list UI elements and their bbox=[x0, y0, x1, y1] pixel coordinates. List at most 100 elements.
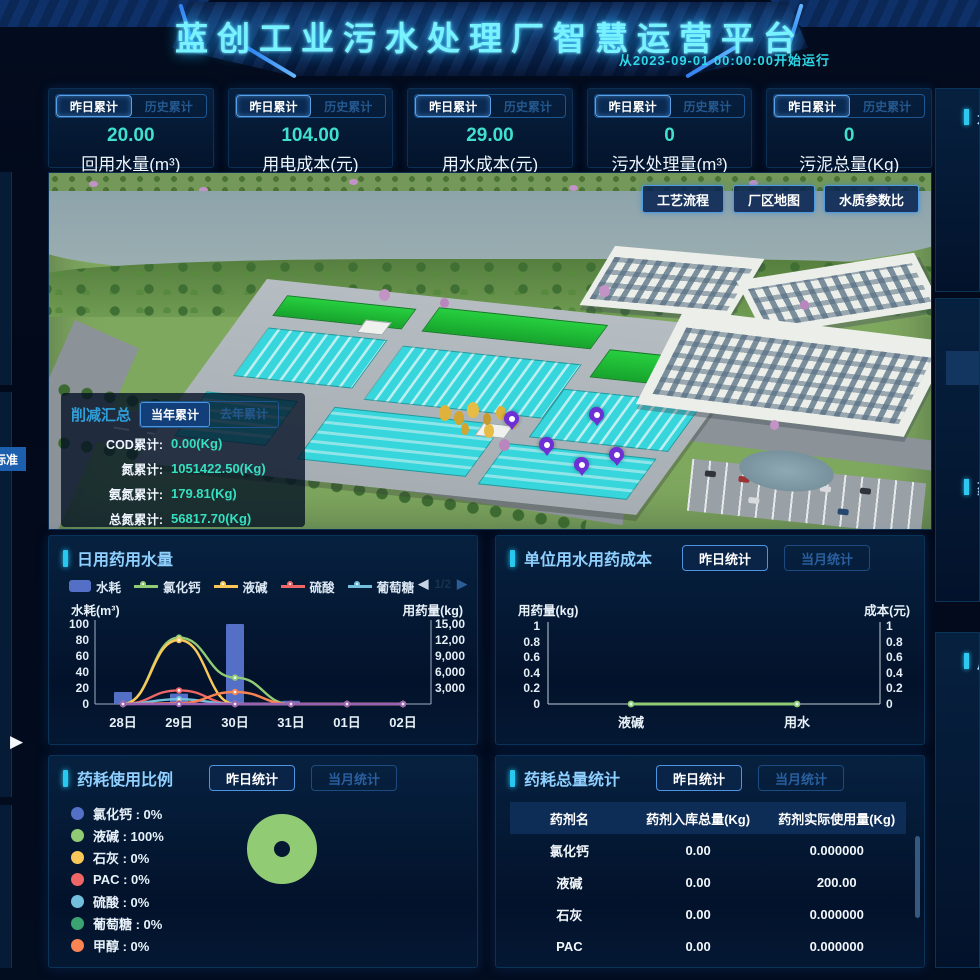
header-corner-right bbox=[770, 0, 980, 27]
map-pin[interactable] bbox=[574, 457, 589, 472]
pie-legend-item[interactable]: 氯化钙 : 0% bbox=[71, 802, 164, 824]
stat-card-tabbar: 昨日累计 历史累计 bbox=[55, 94, 207, 118]
water-quality-compare-button[interactable]: 水质参数比 bbox=[823, 185, 919, 213]
stat-label: 回用水量(m³) bbox=[81, 155, 181, 174]
legend-pagination: ◀ 1/2 ▶ bbox=[418, 576, 467, 592]
yesterday-stats-button[interactable]: 昨日统计 bbox=[682, 545, 769, 571]
clipped-panel-title: 用 bbox=[977, 652, 979, 673]
axis-tick: 0.2 bbox=[523, 681, 540, 696]
tab-yesterday-total[interactable]: 昨日累计 bbox=[594, 95, 671, 117]
tab-history-total[interactable]: 历史累计 bbox=[324, 99, 373, 114]
tab-yesterday-total[interactable]: 昨日累计 bbox=[56, 95, 132, 117]
scene-tank bbox=[477, 443, 657, 500]
nitrogen-total-label: 氮累计: bbox=[121, 463, 163, 477]
legend-dot bbox=[71, 872, 84, 886]
tab-yesterday-total[interactable]: 昨日累计 bbox=[235, 95, 312, 117]
axis-tick: 0.8 bbox=[886, 634, 903, 649]
tab-history-total[interactable]: 历史累计 bbox=[503, 99, 552, 114]
legend-prev-icon[interactable]: ◀ bbox=[418, 576, 429, 591]
pie-legend: 氯化钙 : 0% 液碱 : 100% 石灰 : 0% PAC : 0% 硫酸 :… bbox=[71, 802, 164, 956]
legend-item-glucose[interactable]: 葡萄糖 bbox=[347, 576, 414, 596]
map-pin[interactable] bbox=[504, 411, 519, 426]
map-pin[interactable] bbox=[609, 447, 624, 462]
chemical-total-table: 药剂名 药剂入库总量(Kg) 药剂实际使用量(Kg) 氯化钙 0.00 0.00… bbox=[510, 802, 906, 962]
month-stats-button[interactable]: 当月统计 bbox=[758, 765, 845, 791]
x-axis-label: 用水 bbox=[783, 715, 810, 730]
month-stats-button[interactable]: 当月统计 bbox=[784, 545, 871, 571]
map-pin[interactable] bbox=[539, 437, 554, 452]
table-scrollbar[interactable] bbox=[915, 836, 920, 918]
tab-yesterday-total[interactable]: 昨日累计 bbox=[415, 95, 491, 117]
stat-card-sludge-total: 昨日累计 历史累计 0 污泥总量(Kg) bbox=[766, 88, 932, 174]
ammonia-total-value: 179.81(Kg) bbox=[171, 486, 237, 501]
x-axis-label: 01日 bbox=[333, 715, 361, 730]
stat-label: 用水成本(元) bbox=[441, 155, 539, 174]
legend-item-cacl2[interactable]: 氯化钙 bbox=[134, 576, 201, 596]
daily-usage-legend: 水耗 氯化钙 液碱 硫酸 葡萄糖 bbox=[69, 576, 427, 596]
yesterday-stats-button[interactable]: 昨日统计 bbox=[656, 765, 743, 791]
nitrogen-total-value: 1051422.50(Kg) bbox=[171, 461, 266, 476]
tab-history-total[interactable]: 历史累计 bbox=[683, 99, 732, 114]
x-axis-label: 29日 bbox=[165, 715, 193, 730]
pie-legend-item[interactable]: 液碱 : 100% bbox=[71, 824, 164, 846]
left-clipped-panel bbox=[0, 172, 12, 385]
panel-accent-bar bbox=[964, 109, 969, 125]
daily-usage-plot bbox=[94, 620, 432, 708]
stat-card-reuse-water: 昨日累计 历史累计 20.00 回用水量(m³) bbox=[48, 88, 214, 174]
line-legend-swatch bbox=[134, 580, 159, 592]
bar-legend-swatch bbox=[69, 580, 91, 592]
pie-legend-item[interactable]: 石灰 : 0% bbox=[71, 846, 164, 868]
legend-label: PAC : 0% bbox=[93, 871, 150, 887]
pie-legend-item[interactable]: 硫酸 : 0% bbox=[71, 890, 164, 912]
stat-value: 29.00 bbox=[466, 125, 514, 146]
left-clipped-badge[interactable]: 标准 bbox=[0, 447, 26, 471]
pie-legend-item[interactable]: 葡萄糖 : 0% bbox=[71, 912, 164, 934]
usage-ratio-title: 药耗使用比例 bbox=[63, 766, 173, 790]
right-axis-label: 用药量(kg) bbox=[402, 604, 463, 618]
tab-yesterday-total[interactable]: 昨日累计 bbox=[774, 95, 851, 117]
daily-usage-panel: 日用药用水量 水耗 氯化钙 液碱 硫酸 葡萄糖 ◀ 1/2 ▶ 水耗(m³) 用… bbox=[48, 535, 478, 745]
tab-history-total[interactable]: 历史累计 bbox=[863, 99, 912, 114]
plant-map-button[interactable]: 厂区地图 bbox=[732, 185, 815, 213]
panel-title-text: 日用药用水量 bbox=[77, 552, 174, 569]
ammonia-total-label: 氨氮累计: bbox=[108, 488, 163, 502]
tab-last-year[interactable]: 去年累计 bbox=[220, 407, 269, 421]
month-stats-button[interactable]: 当月统计 bbox=[311, 765, 398, 791]
col-chemical-name: 药剂名 bbox=[510, 802, 629, 834]
header-corner-left bbox=[0, 0, 210, 27]
clipped-button[interactable] bbox=[946, 351, 979, 385]
left-axis-label: 水耗(m³) bbox=[71, 604, 120, 618]
tab-history-total[interactable]: 历史累计 bbox=[144, 99, 193, 114]
legend-item-naoh[interactable]: 液碱 bbox=[213, 576, 268, 596]
scene-pink-trees bbox=[379, 289, 390, 301]
line-legend-swatch bbox=[347, 580, 372, 592]
legend-next-icon[interactable]: ▶ bbox=[457, 576, 467, 591]
line-legend-swatch bbox=[213, 580, 238, 592]
stat-label: 用电成本(元) bbox=[262, 155, 359, 174]
reduction-tabbar: 当年累计 去年累计 bbox=[139, 401, 280, 428]
pie-legend-item[interactable]: PAC : 0% bbox=[71, 868, 164, 890]
page-title: 蓝创工业污水处理厂智慧运营平台 bbox=[175, 20, 805, 57]
yesterday-stats-button[interactable]: 昨日统计 bbox=[209, 765, 296, 791]
tab-current-year[interactable]: 当年累计 bbox=[140, 402, 211, 427]
x-axis-label: 31日 bbox=[277, 715, 305, 730]
legend-item-water[interactable]: 水耗 bbox=[69, 576, 121, 596]
axis-tick: 1 bbox=[886, 619, 893, 633]
legend-item-h2so4[interactable]: 硫酸 bbox=[280, 576, 335, 596]
map-pin[interactable] bbox=[589, 407, 604, 422]
usage-ratio-panel: 药耗使用比例 昨日统计 当月统计 氯化钙 : 0% 液碱 : 100% 石灰 :… bbox=[48, 755, 478, 968]
pie-legend-item[interactable]: 甲醇 : 0% bbox=[71, 934, 164, 956]
panel-expand-arrow-icon[interactable]: ▶ bbox=[10, 732, 24, 751]
clipped-panel-title: 药 bbox=[977, 478, 979, 499]
total-nitrogen-label: 总氮累计: bbox=[108, 513, 163, 527]
unit-cost-title: 单位用水用药成本 bbox=[510, 546, 652, 570]
axis-tick: 0.6 bbox=[523, 650, 540, 665]
process-flow-button[interactable]: 工艺流程 bbox=[641, 185, 724, 213]
axis-tick: 0 bbox=[82, 697, 89, 711]
table-row: 氯化钙 0.00 0.000000 bbox=[549, 842, 864, 859]
line-legend-swatch bbox=[280, 580, 305, 592]
legend-dot bbox=[71, 938, 84, 952]
usage-ratio-donut[interactable] bbox=[247, 814, 317, 884]
axis-tick: 6,000 bbox=[435, 665, 466, 679]
